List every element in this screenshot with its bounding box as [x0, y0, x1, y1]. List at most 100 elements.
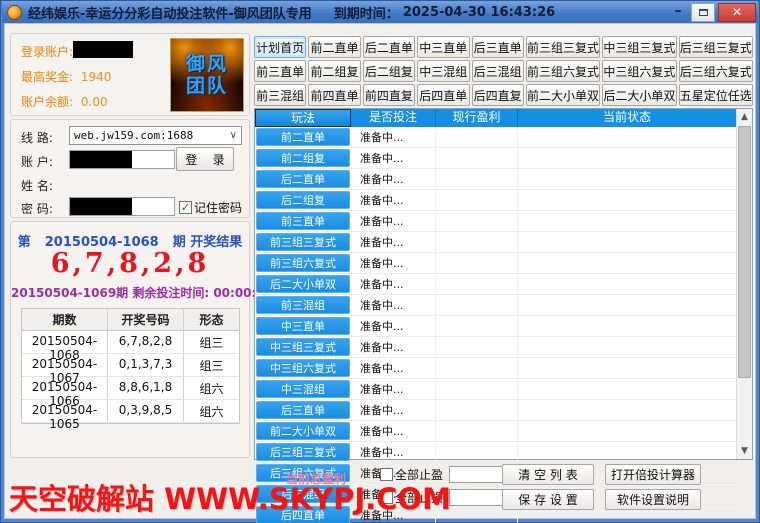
play-button[interactable]: 前二直单: [256, 128, 350, 146]
play-button[interactable]: 中三组三复式: [256, 338, 350, 356]
nav-button[interactable]: 后二组复: [362, 60, 416, 82]
stop-loss-input[interactable]: [449, 489, 508, 506]
play-button[interactable]: 中三组六复式: [256, 359, 350, 377]
line-select[interactable]: web.jw159.com:1688 ∨: [69, 126, 242, 145]
nav-button[interactable]: 后三混组: [471, 60, 524, 82]
play-button[interactable]: 后三直单: [256, 401, 350, 419]
play-button[interactable]: 中三混组: [256, 380, 350, 398]
nav-button[interactable]: 后二大小单双: [602, 84, 677, 106]
stop-loss-label: 全部止损: [395, 491, 444, 505]
play-button[interactable]: 前三混组: [256, 296, 350, 314]
play-cell: 后三组六复式: [255, 463, 351, 483]
scroll-down-icon[interactable]: ▼: [737, 443, 752, 459]
nav-button[interactable]: 前二组复: [308, 60, 361, 82]
nav-button[interactable]: 中三组三复式: [602, 36, 677, 58]
history-numbers: 0,3,9,8,5: [108, 400, 184, 422]
password-input[interactable]: [69, 197, 175, 216]
header-play[interactable]: 玩法: [255, 109, 351, 127]
nav-button[interactable]: 后三直单: [471, 36, 524, 58]
nav-button[interactable]: 中三组六复式: [602, 60, 677, 82]
stop-loss-checkbox[interactable]: [380, 491, 393, 504]
play-cell: 后三组三复式: [255, 442, 351, 462]
login-button[interactable]: 登 录: [176, 147, 234, 171]
play-button[interactable]: 后二组复: [256, 191, 350, 209]
minimize-button[interactable]: –: [674, 3, 682, 19]
play-button[interactable]: 前二组复: [256, 149, 350, 167]
footer-button[interactable]: 打开倍投计算器: [605, 464, 701, 485]
nav-button[interactable]: 后三组三复式: [678, 36, 753, 58]
play-button[interactable]: 前三直单: [256, 212, 350, 230]
play-button[interactable]: 前二大小单双: [256, 422, 350, 440]
history-issue: 20150504-1068: [22, 331, 108, 362]
result-issue: 20150504-1068: [44, 235, 159, 250]
play-button[interactable]: 后四直单: [256, 506, 350, 523]
play-button[interactable]: 后三混组: [256, 485, 350, 503]
table-row: 中三组六复式 准备中...: [255, 358, 736, 379]
nav-button[interactable]: 中三混组: [417, 60, 470, 82]
scroll-up-icon[interactable]: ▲: [737, 109, 752, 125]
state-cell: [518, 337, 736, 357]
state-cell: [518, 316, 736, 336]
vertical-scrollbar[interactable]: ▲ ▼: [736, 109, 752, 459]
footer-button[interactable]: 保 存 设 置: [502, 489, 594, 510]
close-button[interactable]: ✕: [718, 2, 756, 22]
bet-status-cell: 准备中...: [351, 169, 436, 189]
bet-status-cell: 准备中...: [351, 337, 436, 357]
play-cell: 中三直单: [255, 316, 351, 336]
nav-button[interactable]: 前二大小单双: [525, 84, 601, 106]
nav-button[interactable]: 前三混组: [254, 84, 307, 106]
stop-win-checkbox[interactable]: [380, 468, 393, 481]
history-row[interactable]: 20150504-1068 6,7,8,2,8 组三: [22, 331, 239, 362]
bet-status-cell: 准备中...: [351, 505, 436, 523]
play-button[interactable]: 前三组三复式: [256, 233, 350, 251]
nav-button[interactable]: 后四直单: [417, 84, 470, 106]
play-button[interactable]: 后三组六复式: [256, 464, 350, 482]
account-input[interactable]: [69, 150, 175, 169]
nav-button[interactable]: 五星定位任选: [678, 84, 753, 106]
nav-button[interactable]: 前二直单: [308, 36, 361, 58]
footer-button[interactable]: 清 空 列 表: [502, 464, 594, 485]
stop-win-input[interactable]: [449, 466, 508, 483]
nav-button[interactable]: 中三直单: [417, 36, 470, 58]
nav-button[interactable]: 前四直单: [308, 84, 361, 106]
nav-button[interactable]: 前三直单: [254, 60, 307, 82]
bet-status-cell: 准备中...: [351, 148, 436, 168]
nav-button[interactable]: 计划首页: [254, 36, 307, 58]
history-row[interactable]: 20150504-1067 0,1,3,7,3 组三: [22, 354, 239, 385]
play-button[interactable]: 前三组六复式: [256, 254, 350, 272]
draw-result-panel: 第 20150504-1068 期 开奖结果 6,7,8,2,8 20150504-…: [10, 221, 273, 458]
maximize-button[interactable]: [691, 2, 715, 22]
max-prize-value: 1940: [80, 70, 112, 84]
bet-status-cell: 准备中...: [351, 127, 436, 147]
maximize-icon: [698, 8, 708, 16]
history-numbers: 8,8,6,1,8: [108, 377, 184, 399]
nav-button[interactable]: 后四直复: [471, 84, 524, 106]
state-cell: [518, 358, 736, 378]
scrollbar-thumb[interactable]: [738, 126, 751, 378]
name-label: 姓 名:: [21, 179, 53, 193]
profit-cell: [436, 295, 518, 315]
play-button[interactable]: 后二大小单双: [256, 275, 350, 293]
state-cell: [518, 211, 736, 231]
play-button[interactable]: 后二直单: [256, 170, 350, 188]
play-cell: 前三组六复式: [255, 253, 351, 273]
state-cell: [518, 379, 736, 399]
nav-button[interactable]: 前四直复: [362, 84, 416, 106]
footer-button[interactable]: 软件设置说明: [605, 489, 701, 510]
nav-button[interactable]: 前三组三复式: [525, 36, 601, 58]
history-row[interactable]: 20150504-1065 0,3,9,8,5 组六: [22, 400, 239, 431]
nav-button[interactable]: 后三组六复式: [678, 60, 753, 82]
remember-password-checkbox[interactable]: ✓ 记住密码: [179, 199, 242, 216]
history-form: 组三: [199, 359, 224, 373]
login-account-row: 登录账户:: [21, 43, 73, 60]
table-row: 前二大小单双 准备中...: [255, 421, 736, 442]
play-button[interactable]: 中三直单: [256, 317, 350, 335]
state-cell: [518, 421, 736, 441]
play-status-table: 玩法 是否投注 现行盈利 当前状态 前二直单 准备中...: [254, 108, 753, 523]
logo-text-line2: 团队: [185, 75, 228, 97]
history-table: 期数 开奖号码 形态 20150504-1068 6,7,8,2,8 组三: [21, 308, 240, 431]
play-button[interactable]: 后三组三复式: [256, 443, 350, 461]
nav-button[interactable]: 后二直单: [362, 36, 416, 58]
nav-button[interactable]: 前三组六复式: [525, 60, 601, 82]
history-row[interactable]: 20150504-1066 8,8,6,1,8 组六: [22, 377, 239, 408]
